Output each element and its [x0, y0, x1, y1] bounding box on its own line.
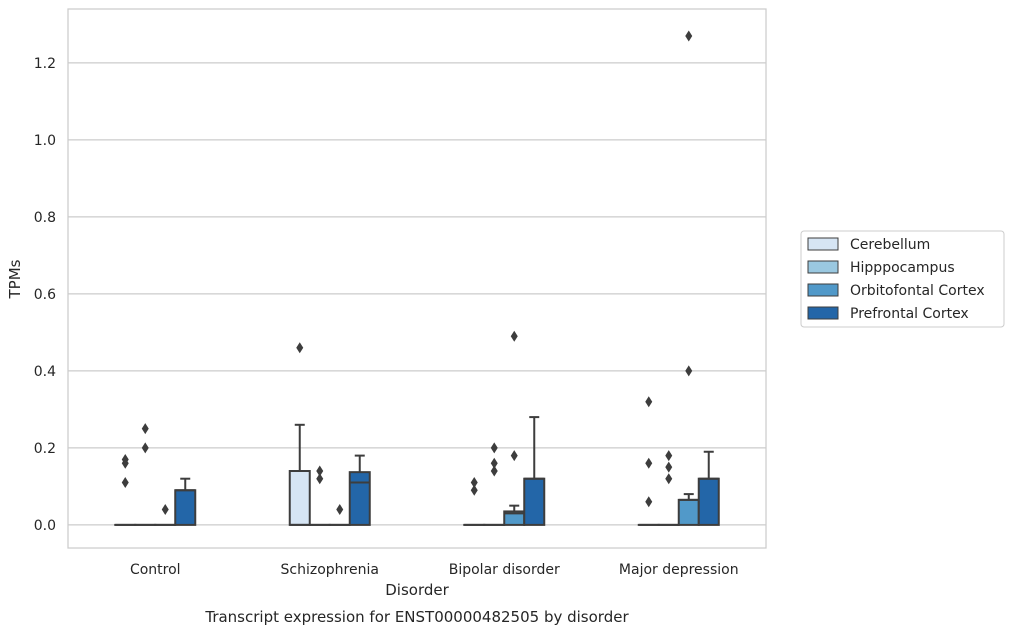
y-tick-label: 0.2 [34, 441, 56, 457]
legend-label: Prefrontal Cortex [850, 306, 969, 322]
outliers [122, 30, 693, 515]
legend-label: Orbitofontal Cortex [850, 283, 985, 299]
plot-frame [68, 9, 766, 548]
legend-swatch [808, 261, 838, 273]
outlier-point [336, 504, 343, 515]
box [699, 452, 719, 525]
x-axis-label: Disorder [385, 581, 449, 599]
y-tick-label: 0.8 [34, 210, 56, 226]
legend-swatch [808, 238, 838, 250]
box-body [524, 479, 544, 525]
boxes [115, 417, 719, 525]
outlier-point [142, 423, 149, 434]
box-body [290, 471, 310, 525]
box-body [350, 472, 370, 525]
y-tick-label: 1.0 [34, 133, 56, 149]
box [524, 417, 544, 525]
x-axis-ticks: Control Schizophrenia Bipolar disorder Majo… [130, 562, 739, 578]
outlier-point [162, 504, 169, 515]
legend-label: Hipppocampus [850, 260, 955, 276]
legend: Cerebellum Hipppocampus Orbitofontal Corte… [801, 231, 1004, 327]
legend-swatch [808, 284, 838, 296]
y-tick-label: 1.2 [34, 56, 56, 72]
box [350, 456, 370, 525]
outlier-point [685, 365, 692, 376]
outlier-point [122, 477, 129, 488]
outlier-point [645, 458, 652, 469]
outlier-point [665, 462, 672, 473]
outlier-point [645, 496, 652, 507]
x-tick-label: Major depression [619, 562, 739, 578]
legend-swatch [808, 307, 838, 319]
gridlines [68, 63, 766, 525]
y-tick-label: 0.4 [34, 364, 56, 380]
box-body [175, 490, 195, 525]
figure-caption: Transcript expression for ENST0000048250… [204, 608, 629, 626]
box [290, 425, 310, 525]
y-axis-ticks: 0.0 0.2 0.4 0.6 0.8 1.0 1.2 [34, 56, 56, 534]
outlier-point [142, 442, 149, 453]
outlier-point [511, 331, 518, 342]
outlier-point [511, 450, 518, 461]
outlier-point [665, 473, 672, 484]
legend-label: Cerebellum [850, 237, 930, 253]
outlier-point [471, 477, 478, 488]
outlier-point [665, 450, 672, 461]
y-tick-label: 0.0 [34, 518, 56, 534]
x-tick-label: Control [130, 562, 181, 578]
y-axis-label: TPMs [6, 259, 24, 299]
outlier-point [685, 30, 692, 41]
outlier-point [491, 442, 498, 453]
box [679, 494, 699, 525]
box-body [699, 479, 719, 525]
x-tick-label: Schizophrenia [281, 562, 379, 578]
x-tick-label: Bipolar disorder [449, 562, 560, 578]
box [504, 506, 524, 525]
box-body [679, 500, 699, 525]
outlier-point [316, 466, 323, 477]
outlier-point [296, 342, 303, 353]
box [175, 479, 195, 525]
outlier-point [645, 396, 652, 407]
outlier-point [491, 458, 498, 469]
y-tick-label: 0.6 [34, 287, 56, 303]
